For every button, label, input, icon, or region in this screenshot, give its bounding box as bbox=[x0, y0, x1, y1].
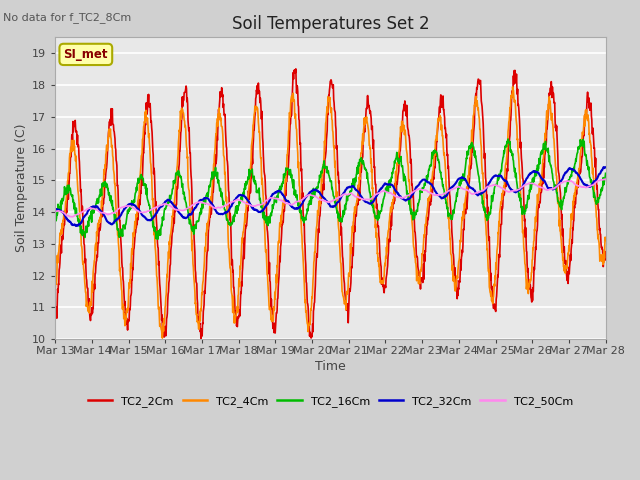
TC2_50Cm bbox=[174, 207, 182, 213]
TC2_2Cm bbox=[236, 307, 243, 313]
TC2_2Cm bbox=[174, 185, 182, 191]
TC2_16Cm bbox=[537, 150, 545, 156]
TC2_2Cm bbox=[417, 286, 424, 292]
TC2_16Cm bbox=[488, 198, 496, 204]
Title: Soil Temperatures Set 2: Soil Temperatures Set 2 bbox=[232, 15, 429, 33]
TC2_32Cm bbox=[416, 180, 424, 185]
TC2_50Cm bbox=[537, 184, 545, 190]
TC2_4Cm bbox=[159, 335, 166, 341]
TC2_50Cm bbox=[488, 183, 496, 189]
TC2_4Cm bbox=[161, 315, 168, 321]
TC2_16Cm bbox=[416, 188, 424, 193]
TC2_32Cm bbox=[488, 176, 496, 181]
TC2_50Cm bbox=[69, 214, 77, 220]
TC2_4Cm bbox=[174, 152, 182, 158]
TC2_50Cm bbox=[602, 177, 609, 182]
Line: TC2_50Cm: TC2_50Cm bbox=[55, 179, 605, 217]
TC2_32Cm bbox=[161, 200, 168, 205]
TC2_2Cm bbox=[292, 66, 300, 72]
TC2_50Cm bbox=[51, 208, 59, 214]
TC2_4Cm bbox=[602, 238, 609, 243]
Line: TC2_16Cm: TC2_16Cm bbox=[55, 139, 605, 239]
TC2_4Cm bbox=[51, 287, 59, 292]
TC2_4Cm bbox=[236, 284, 243, 289]
X-axis label: Time: Time bbox=[315, 360, 346, 373]
TC2_2Cm bbox=[51, 305, 59, 311]
Legend: TC2_2Cm, TC2_4Cm, TC2_16Cm, TC2_32Cm, TC2_50Cm: TC2_2Cm, TC2_4Cm, TC2_16Cm, TC2_32Cm, TC… bbox=[84, 392, 577, 411]
TC2_2Cm bbox=[197, 337, 205, 343]
Line: TC2_32Cm: TC2_32Cm bbox=[55, 167, 605, 226]
TC2_16Cm bbox=[174, 170, 182, 176]
TC2_32Cm bbox=[602, 164, 609, 170]
TC2_4Cm bbox=[488, 295, 496, 301]
TC2_16Cm bbox=[51, 211, 59, 216]
Line: TC2_2Cm: TC2_2Cm bbox=[55, 69, 605, 340]
TC2_16Cm bbox=[161, 206, 168, 212]
TC2_32Cm bbox=[51, 206, 59, 212]
TC2_16Cm bbox=[154, 236, 162, 242]
TC2_50Cm bbox=[236, 197, 243, 203]
TC2_4Cm bbox=[509, 84, 516, 90]
TC2_50Cm bbox=[601, 176, 609, 182]
TC2_32Cm bbox=[537, 173, 545, 179]
TC2_50Cm bbox=[161, 201, 168, 207]
Line: TC2_4Cm: TC2_4Cm bbox=[55, 87, 605, 338]
TC2_16Cm bbox=[602, 170, 609, 176]
TC2_2Cm bbox=[488, 296, 496, 301]
Text: SI_met: SI_met bbox=[63, 48, 108, 61]
TC2_32Cm bbox=[236, 192, 243, 198]
TC2_50Cm bbox=[416, 186, 424, 192]
TC2_16Cm bbox=[504, 136, 512, 142]
TC2_4Cm bbox=[416, 272, 424, 277]
TC2_2Cm bbox=[537, 189, 545, 194]
TC2_16Cm bbox=[236, 201, 243, 206]
TC2_2Cm bbox=[161, 334, 168, 340]
TC2_32Cm bbox=[72, 223, 80, 228]
Y-axis label: Soil Temperature (C): Soil Temperature (C) bbox=[15, 124, 28, 252]
Text: No data for f_TC2_8Cm: No data for f_TC2_8Cm bbox=[3, 12, 131, 23]
TC2_32Cm bbox=[600, 164, 607, 170]
TC2_4Cm bbox=[537, 176, 545, 181]
TC2_2Cm bbox=[602, 249, 609, 254]
TC2_32Cm bbox=[174, 208, 182, 214]
